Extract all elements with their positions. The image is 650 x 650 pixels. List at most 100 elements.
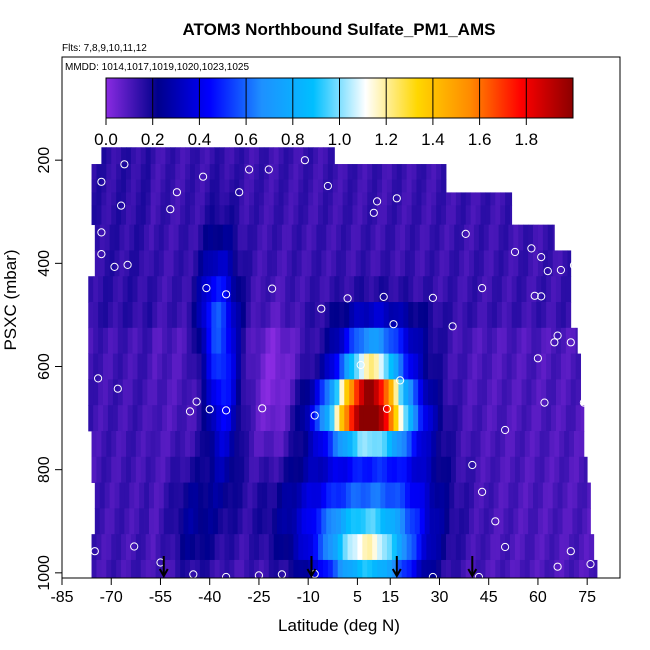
heatmap-cell bbox=[106, 147, 112, 165]
heatmap-cell bbox=[180, 192, 186, 206]
heatmap-cell bbox=[583, 559, 590, 578]
observation-point bbox=[268, 284, 277, 293]
heatmap-cell bbox=[219, 192, 225, 206]
heatmap-cell bbox=[311, 250, 317, 277]
heatmap-cell bbox=[295, 302, 301, 329]
heatmap-cell bbox=[101, 164, 107, 180]
heatmap-cell bbox=[107, 276, 114, 303]
heatmap-cell bbox=[196, 276, 202, 303]
heatmap-cell bbox=[365, 250, 371, 277]
heatmap-cell bbox=[181, 327, 188, 355]
heatmap-cell bbox=[390, 482, 396, 509]
heatmap-cell bbox=[523, 224, 529, 251]
heatmap-cell bbox=[483, 250, 490, 277]
heatmap-cell bbox=[436, 430, 442, 458]
heatmap-cell bbox=[142, 405, 148, 432]
heatmap-cell bbox=[204, 559, 211, 578]
heatmap-cell bbox=[199, 147, 206, 165]
heatmap-cell bbox=[524, 534, 531, 561]
heatmap-cell bbox=[496, 276, 503, 303]
heatmap-cell bbox=[298, 456, 304, 483]
heatmap-cell bbox=[170, 205, 176, 226]
heatmap-cell bbox=[111, 456, 117, 483]
heatmap-cell bbox=[359, 379, 365, 406]
heatmap-cell bbox=[124, 250, 130, 277]
heatmap-cell bbox=[480, 192, 486, 206]
heatmap-cell bbox=[452, 405, 458, 432]
heatmap-cell bbox=[513, 508, 519, 535]
heatmap-cell bbox=[188, 250, 194, 277]
heatmap-cell bbox=[551, 302, 557, 329]
heatmap-cell bbox=[140, 205, 147, 226]
heatmap-cell bbox=[377, 205, 383, 226]
heatmap-cell bbox=[344, 302, 350, 329]
heatmap-cell bbox=[296, 508, 303, 535]
heatmap-cell bbox=[255, 302, 261, 329]
observation-point bbox=[110, 262, 119, 271]
heatmap-cell bbox=[450, 534, 457, 561]
heatmap-cell bbox=[531, 302, 537, 329]
heatmap-cell bbox=[332, 559, 339, 578]
heatmap-cell bbox=[327, 456, 334, 483]
heatmap-cell bbox=[352, 430, 358, 458]
heatmap-cell bbox=[295, 405, 301, 432]
heatmap-cell bbox=[396, 559, 403, 578]
heatmap-cell bbox=[137, 276, 143, 303]
heatmap-cell bbox=[531, 353, 537, 380]
heatmap-cell bbox=[552, 224, 555, 251]
heatmap-cell bbox=[344, 276, 350, 303]
heatmap-cell bbox=[334, 405, 340, 432]
heatmap-cell bbox=[332, 164, 339, 180]
heatmap-cell bbox=[544, 430, 550, 458]
heatmap-cell bbox=[432, 353, 439, 380]
heatmap-cell bbox=[258, 456, 265, 483]
heatmap-cell bbox=[454, 508, 460, 535]
heatmap-cell bbox=[204, 205, 211, 226]
heatmap-cell bbox=[488, 250, 495, 277]
heatmap-cell bbox=[101, 147, 107, 165]
heatmap-cell bbox=[111, 534, 117, 561]
heatmap-cell bbox=[244, 559, 250, 578]
heatmap-cell bbox=[322, 430, 329, 458]
heatmap-cell bbox=[126, 147, 132, 165]
heatmap-cell bbox=[150, 559, 156, 578]
heatmap-cell bbox=[280, 302, 286, 329]
heatmap-cell bbox=[226, 379, 232, 406]
heatmap-cell bbox=[368, 379, 375, 406]
heatmap-cell bbox=[206, 379, 212, 406]
heatmap-cell bbox=[258, 192, 265, 206]
heatmap-cell bbox=[157, 353, 163, 380]
heatmap-cell bbox=[544, 456, 550, 483]
heatmap-cell bbox=[160, 534, 166, 561]
heatmap-cell bbox=[398, 353, 404, 380]
heatmap-cell bbox=[426, 456, 432, 483]
heatmap-cell bbox=[562, 482, 568, 509]
heatmap-cell bbox=[457, 379, 463, 406]
heatmap-cell bbox=[104, 250, 110, 277]
heatmap-cell bbox=[165, 179, 171, 193]
heatmap-cell bbox=[155, 205, 161, 226]
heatmap-cell bbox=[285, 302, 291, 329]
heatmap-cell bbox=[347, 456, 353, 483]
heatmap-cell bbox=[303, 559, 309, 578]
heatmap-cell bbox=[498, 482, 504, 509]
heatmap-cell bbox=[403, 405, 409, 432]
heatmap-cell bbox=[107, 405, 114, 432]
heatmap-cell bbox=[101, 456, 107, 483]
heatmap-cell bbox=[378, 302, 385, 329]
heatmap-cell bbox=[232, 250, 238, 277]
heatmap-cell bbox=[391, 456, 398, 483]
heatmap-cell bbox=[421, 205, 427, 226]
heatmap-cell bbox=[426, 534, 432, 561]
heatmap-cell bbox=[319, 327, 325, 355]
heatmap-cell bbox=[145, 164, 152, 180]
heatmap-cell bbox=[332, 456, 339, 483]
heatmap-cell bbox=[308, 192, 314, 206]
heatmap-cell bbox=[255, 353, 261, 380]
heatmap-cell bbox=[249, 179, 255, 193]
observation-point bbox=[222, 406, 231, 415]
heatmap-cell bbox=[572, 508, 578, 535]
heatmap-cell bbox=[400, 224, 406, 251]
heatmap-cell bbox=[308, 164, 314, 180]
heatmap-cell bbox=[446, 456, 452, 483]
